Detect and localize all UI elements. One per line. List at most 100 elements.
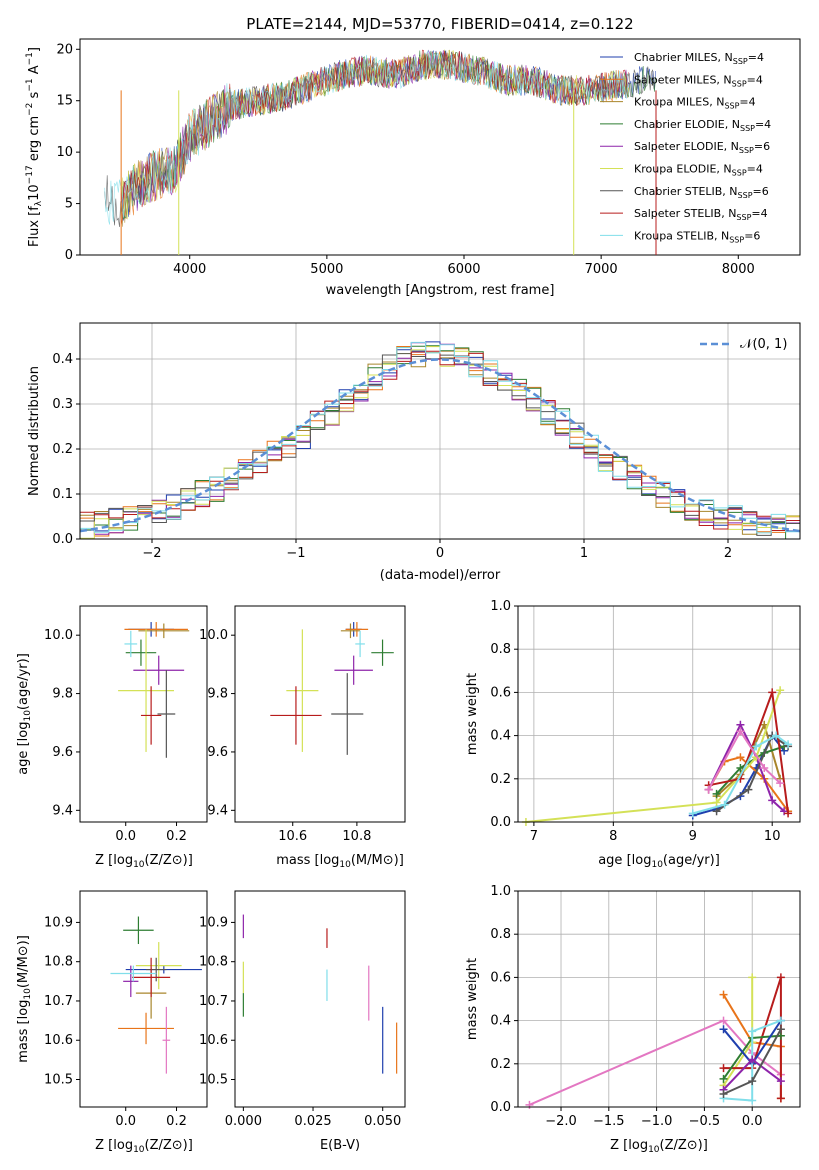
y-tick-label: 9.4 [207,803,228,818]
residual-y-label: Normed distribution [27,366,42,496]
y-tick-label: 10.9 [199,915,228,930]
weight-point-marker [784,809,793,818]
mass-vs-z-ticks: 0.0 0.2 10.5 10.6 10.7 10.8 10.9 [44,915,187,1129]
spectrum-x-label: wavelength [Angstrom, rest frame] [326,283,555,298]
legend-normal-label: 𝒩(0, 1) [740,337,787,352]
x-tick-label: 7000 [585,262,618,277]
x-tick-label: 10.6 [278,829,307,844]
weight-vs-age-frame [517,605,801,823]
legend-label: Kroupa MILES, NSSP=4 [634,96,756,111]
x-tick-label: −2 [142,546,161,561]
y-tick-label: 10.6 [44,1033,73,1048]
legend-label: Chabrier ELODIE, NSSP=4 [634,118,771,133]
y-tick-label: 0.2 [490,772,511,787]
weight-point-marker [784,740,793,749]
weight-point-marker [736,727,745,736]
spectrum-panel: PLATE=2144, MJD=53770, FIBERID=0414, z=0… [25,15,801,298]
weight-point-marker [776,1077,785,1086]
weight-point-marker [776,1016,785,1025]
y-tick-label: 10.5 [44,1073,73,1088]
weight-point-marker [719,1074,728,1083]
weight-point-marker [776,779,785,788]
x-tick-label: 0.025 [294,1114,331,1129]
legend-label: Kroupa STELIB, NSSP=6 [634,229,760,244]
age-vs-z-plot-area [118,622,190,758]
residual-x-label: (data-model)/error [380,568,501,583]
residual-plot-area [79,323,801,540]
y-tick-label: 9.8 [52,687,73,702]
legend-label: Chabrier MILES, NSSP=4 [634,51,764,66]
x-tick-label: 0.050 [364,1114,401,1129]
age-vs-z-y-label: age [log10(age/yr)] [16,653,33,775]
y-tick-label: 10.5 [199,1073,228,1088]
weight-vs-z-plot-area [518,890,800,1109]
weight-point-marker [776,686,785,695]
x-tick-label: 0.0 [115,829,136,844]
weight-point-marker [768,796,777,805]
weight-point-marker [752,742,761,751]
x-tick-label: −0.5 [689,1114,721,1129]
weight-vs-z-ticks: −2.0 −1.5 −1.0 −0.5 0.0 0.0 0.2 0.4 0.6 0.8 1.0 [490,884,762,1129]
y-tick-label: 10.7 [44,994,73,1009]
weight-point-marker [736,764,745,772]
legend-label: Salpeter STELIB, NSSP=4 [634,207,768,222]
y-tick-label: 10 [56,145,73,160]
weight-vs-age-ticks: 7 8 9 10 0.0 0.2 0.4 0.6 0.8 1.0 [490,599,780,844]
y-tick-label: 10.8 [44,955,73,970]
age-vs-z-x-label: Z [log10(Z/Z⊙)] [95,853,193,870]
age-vs-z-ticks: 0.0 0.2 9.4 9.6 9.8 10.0 [44,628,187,844]
spectrum-plot-area [104,49,657,255]
age-vs-mass-panel: 10.6 10.8 9.4 9.6 9.8 10.0 mass [log10(M/M⊙)] [199,605,406,870]
y-tick-label: 10.0 [199,628,228,643]
y-tick-label: 0.0 [490,815,511,830]
spectrum-series-line [104,49,629,225]
weight-series-line [525,689,782,823]
weight-point-marker [748,973,757,982]
mass-vs-ebv-ticks: 0.000 0.025 0.050 10.5 10.6 10.7 10.8 10.9 [199,915,401,1129]
legend-label: Salpeter MILES, NSSP=4 [634,73,763,88]
y-tick-label: 10.7 [199,994,228,1009]
histogram-step [80,350,800,531]
x-tick-label: 10.8 [342,829,371,844]
residual-ticks: −2 −1 0 1 2 0.0 0.1 0.2 0.3 0.4 [52,352,732,561]
mass-vs-z-panel: 0.0 0.2 10.5 10.6 10.7 10.8 10.9 Z [log10(Z/Z⊙… [16,890,208,1155]
weight-series-line [708,692,790,814]
y-tick-label: 0.4 [490,1014,511,1029]
weight-point-marker [719,990,728,999]
x-tick-label: 0 [436,546,444,561]
y-tick-label: 10.6 [199,1033,228,1048]
x-tick-label: 0.0 [115,1114,136,1129]
y-tick-label: 10.0 [44,628,73,643]
weight-point-marker [776,973,785,982]
weight-point-marker [720,800,729,809]
mass-vs-ebv-panel: 0.000 0.025 0.050 10.5 10.6 10.7 10.8 10.9 E(B-… [199,890,406,1153]
y-tick-label: 9.8 [207,687,228,702]
weight-vs-z-frame [517,890,801,1108]
x-tick-label: −1.0 [641,1114,673,1129]
x-tick-label: 6000 [447,262,480,277]
residual-legend: 𝒩(0, 1) [700,337,787,352]
mass-vs-z-x-label: Z [log10(Z/Z⊙)] [95,1138,193,1155]
weight-point-marker [712,789,721,798]
mass-vs-z-frame [79,890,208,1108]
residual-panel: −2 −1 0 1 2 0.0 0.1 0.2 0.3 0.4 (data-model)/erro… [27,322,801,583]
weight-point-marker [772,731,781,740]
age-vs-mass-frame [234,605,406,823]
weight-series-line [707,729,781,791]
y-tick-label: 9.6 [207,745,228,760]
x-tick-label: 0.2 [166,829,187,844]
weight-point-marker [719,1090,728,1099]
x-tick-label: 9 [689,829,697,844]
x-tick-label: −1.5 [593,1114,625,1129]
weight-point-marker [768,688,777,697]
y-tick-label: 0.8 [490,642,511,657]
y-tick-label: 9.6 [52,745,73,760]
age-vs-z-panel: 0.0 0.2 9.4 9.6 9.8 10.0 Z [log10(Z/Z⊙)] age … [16,605,208,870]
weight-vs-age-panel: 7 8 9 10 0.0 0.2 0.4 0.6 0.8 1.0 age [log10(age/y… [465,599,801,870]
mass-vs-ebv-x-label: E(B-V) [320,1138,360,1153]
weight-point-marker [760,764,769,772]
x-tick-label: 4000 [173,262,206,277]
age-vs-mass-plot-area [270,622,394,755]
weight-point-marker [748,1027,757,1036]
